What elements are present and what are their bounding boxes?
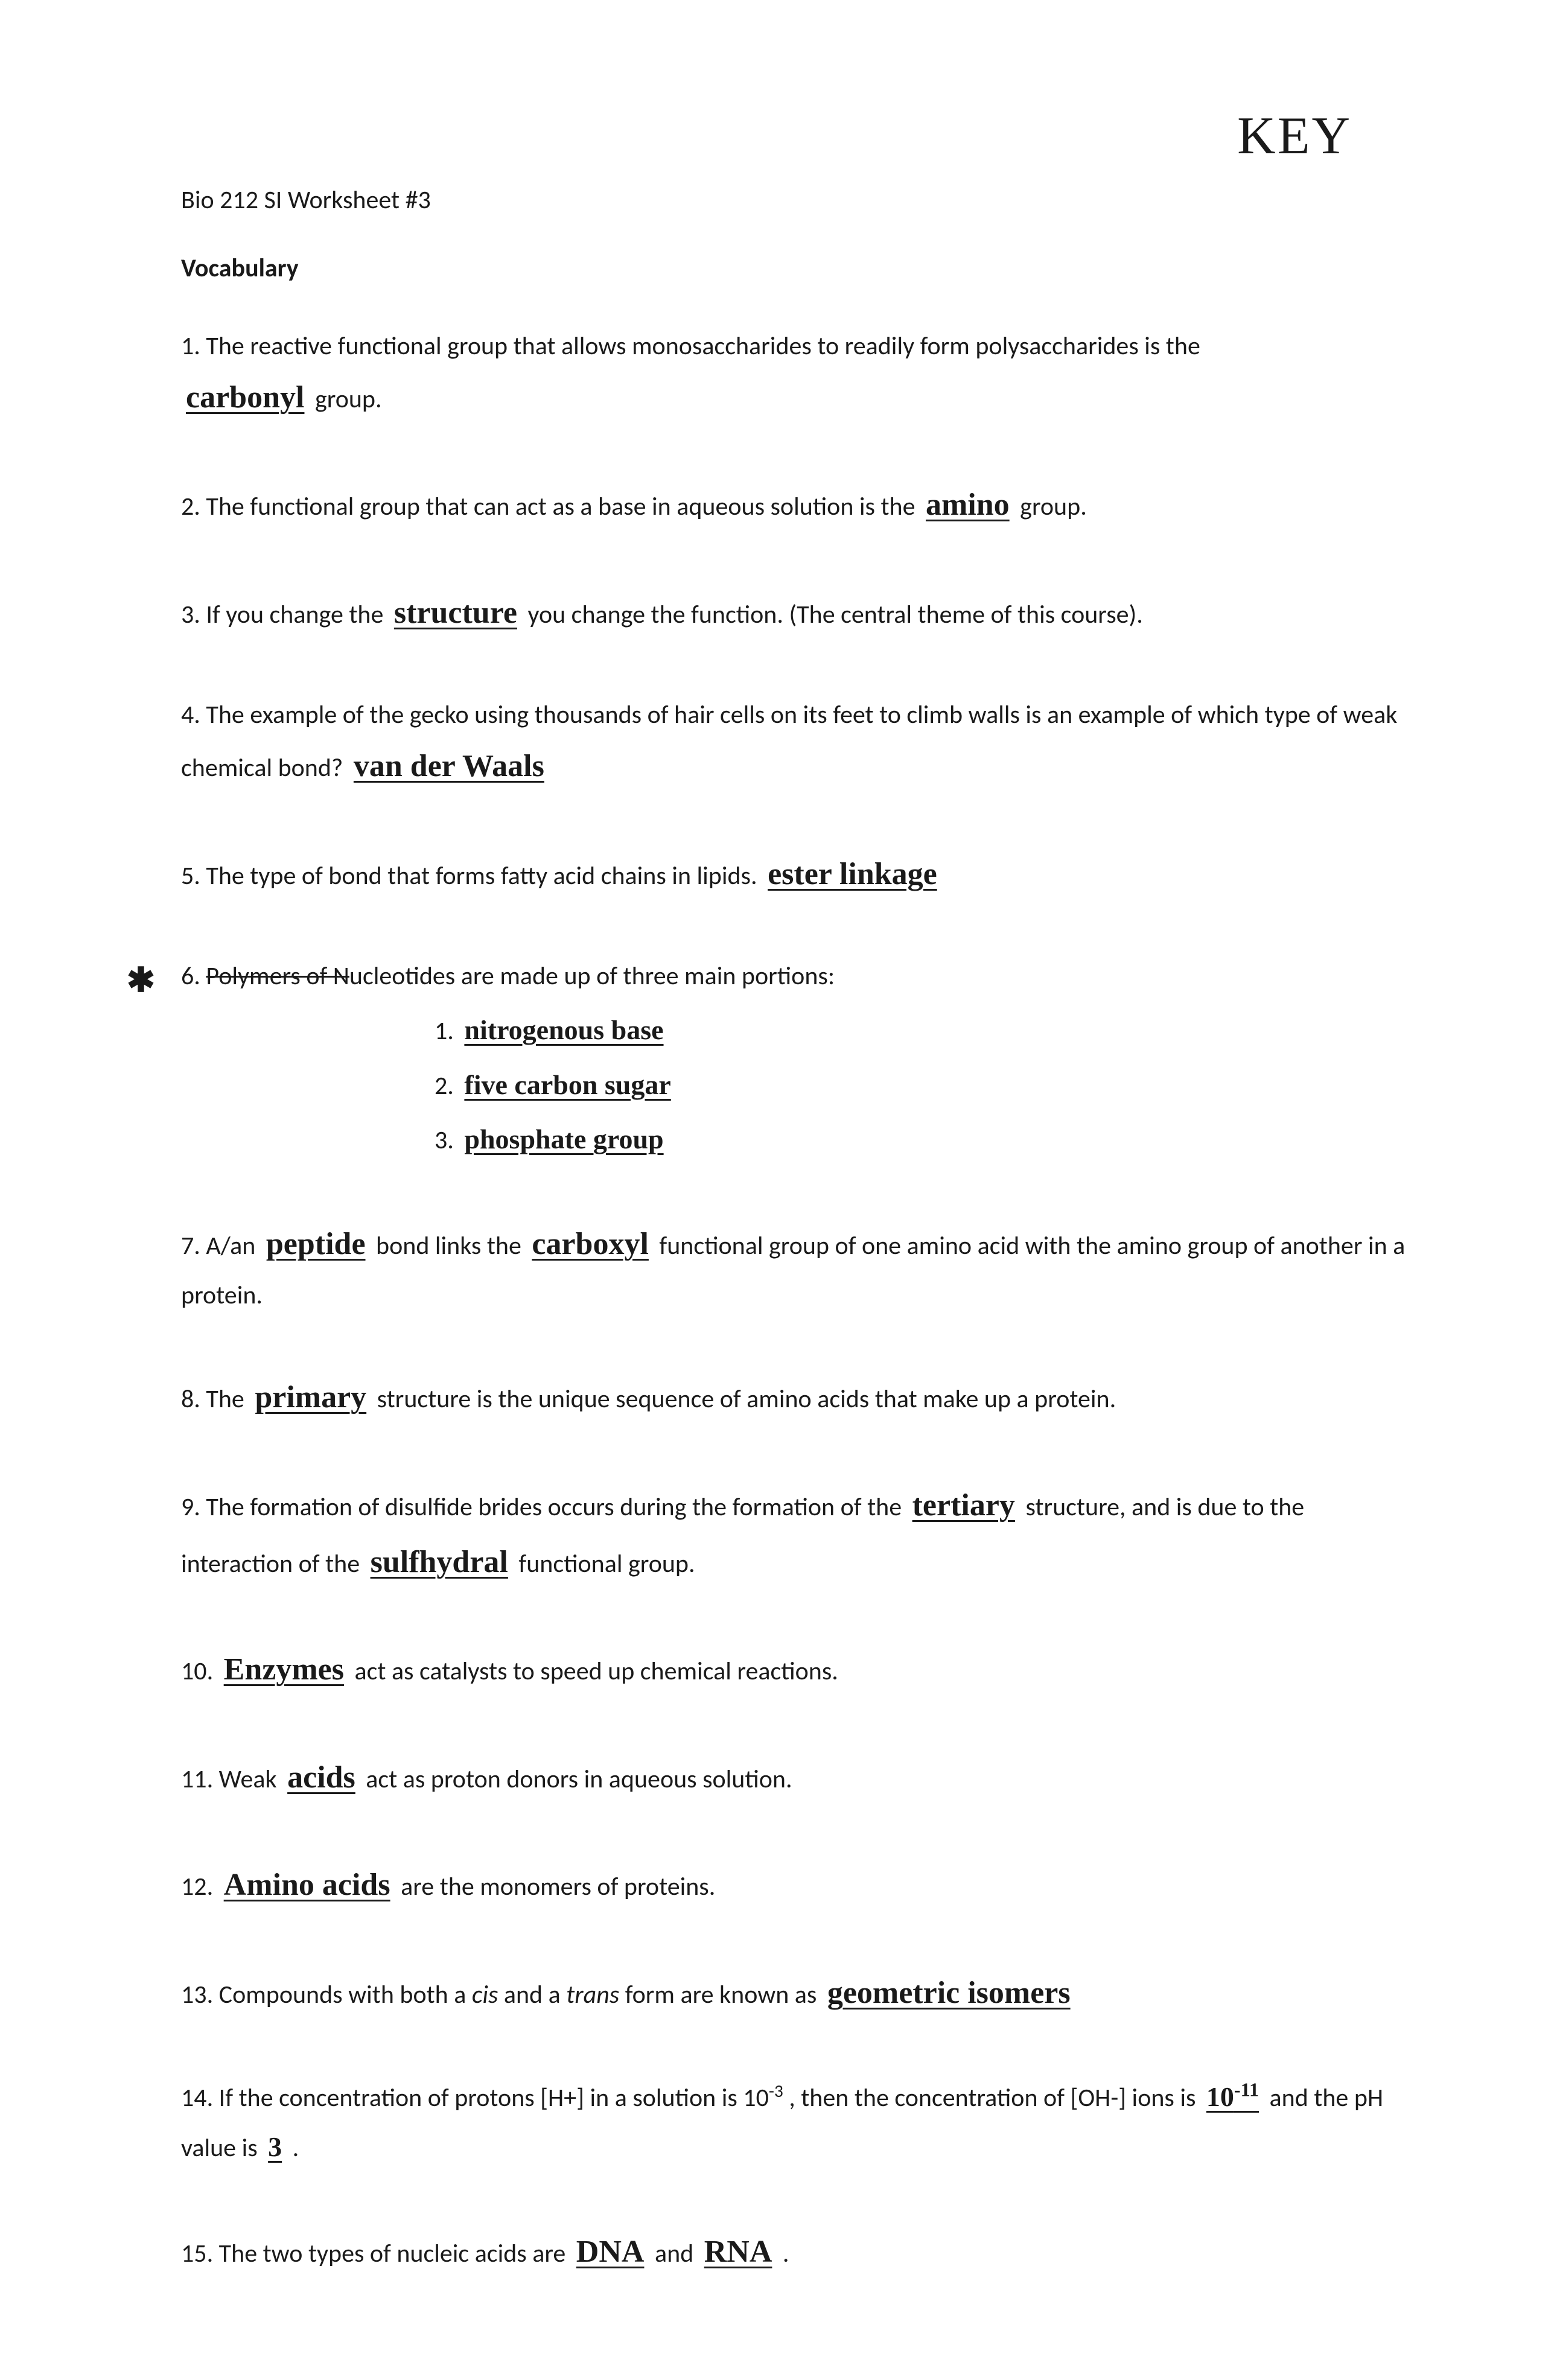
- question-15: 15. The two types of nucleic acids are D…: [181, 2224, 1412, 2280]
- q10-suffix: act as catalysts to speed up chemical re…: [355, 1656, 838, 1687]
- q14-mid1: , then the concentration of [OH-] ions i…: [789, 2082, 1202, 2113]
- q1-text: 1. The reactive functional group that al…: [181, 331, 1200, 361]
- q1-suffix: group.: [315, 384, 382, 415]
- q14-answer1: 10-11: [1202, 2081, 1264, 2112]
- worksheet-header: Bio 212 SI Worksheet #3: [181, 181, 1485, 219]
- question-5: 5. The type of bond that forms fatty aci…: [181, 846, 1412, 903]
- q6-sub3: 3. phosphate group: [435, 1115, 1412, 1165]
- q15-answer2: RNA: [699, 2224, 777, 2280]
- question-6: ✱ 6. Polymers of Nucleotides are made up…: [181, 953, 1412, 1165]
- q4-answer: van der Waals: [349, 738, 549, 795]
- q3-answer: structure: [389, 585, 522, 641]
- question-12: 12. Amino acids are the monomers of prot…: [181, 1857, 1412, 1914]
- q13-answer: geometric isomers: [823, 1965, 1075, 2022]
- q15-suffix: .: [783, 2238, 789, 2269]
- q11-answer: acids: [282, 1749, 360, 1806]
- q6-sub1-answer: nitrogenous base: [459, 1014, 668, 1045]
- q15-answer1: DNA: [572, 2224, 649, 2280]
- q11-suffix: act as proton donors in aqueous solution…: [366, 1764, 792, 1795]
- q9-prefix: 9. The formation of disulfide brides occ…: [181, 1492, 908, 1522]
- q6-sub1-num: 1.: [435, 1016, 459, 1046]
- q3-text: 3. If you change the: [181, 599, 389, 630]
- q14-suffix: .: [293, 2133, 299, 2163]
- q2-answer: amino: [921, 477, 1014, 533]
- q3-suffix: you change the function. (The central th…: [527, 599, 1142, 630]
- question-10: 10. Enzymes act as catalysts to speed up…: [181, 1641, 1412, 1698]
- q11-prefix: 11. Weak: [181, 1764, 282, 1795]
- q6-prefix: 6.: [181, 961, 206, 991]
- q6-sub3-answer: phosphate group: [459, 1124, 668, 1154]
- q7-prefix: 7. A/an: [181, 1230, 261, 1261]
- question-13: 13. Compounds with both a cis and a tran…: [181, 1965, 1412, 2022]
- q6-sub2-answer: five carbon sugar: [459, 1069, 675, 1100]
- q6-sub2: 2. five carbon sugar: [435, 1060, 1412, 1110]
- q6-sub3-num: 3.: [435, 1125, 459, 1156]
- q12-answer: Amino acids: [219, 1857, 395, 1914]
- question-11: 11. Weak acids act as proton donors in a…: [181, 1749, 1412, 1806]
- q1-answer: carbonyl: [181, 369, 309, 426]
- q9-answer2: sulfhydral: [366, 1534, 513, 1591]
- q15-mid: and: [655, 2238, 699, 2269]
- q12-suffix: are the monomers of proteins.: [401, 1871, 715, 1902]
- q6-text: ucleotides are made up of three main por…: [349, 961, 835, 991]
- question-7: 7. A/an peptide bond links the carboxyl …: [181, 1216, 1412, 1318]
- q6-sub2-num: 2.: [435, 1071, 459, 1101]
- q9-answer1: tertiary: [908, 1477, 1020, 1534]
- q13-prefix: 13. Compounds with both a: [181, 1979, 472, 2010]
- question-1: 1. The reactive functional group that al…: [181, 323, 1412, 425]
- q7-mid: bond links the: [376, 1230, 527, 1261]
- q6-sublist: 1. nitrogenous base 2. five carbon sugar…: [435, 1005, 1412, 1165]
- q13-cis: cis: [472, 1979, 498, 2010]
- q8-answer: primary: [250, 1369, 371, 1426]
- question-2: 2. The functional group that can act as …: [181, 477, 1412, 533]
- q13-mid2: form are known as: [625, 1979, 823, 2010]
- section-title: Vocabulary: [181, 249, 1485, 287]
- q6-sub1: 1. nitrogenous base: [435, 1005, 1412, 1055]
- q13-trans: trans: [566, 1979, 619, 2010]
- question-14: 14. If the concentration of protons [H+]…: [181, 2072, 1412, 2172]
- question-9: 9. The formation of disulfide brides occ…: [181, 1477, 1412, 1590]
- q2-text: 2. The functional group that can act as …: [181, 491, 921, 522]
- key-label: KEY: [1237, 97, 1352, 176]
- q14-exp1: -3: [769, 2080, 783, 2102]
- q14-answer2: 3: [263, 2131, 287, 2162]
- q10-prefix: 10.: [181, 1656, 219, 1687]
- question-4: 4. The example of the gecko using thousa…: [181, 692, 1412, 794]
- q13-mid1: and a: [504, 1979, 566, 2010]
- q8-prefix: 8. The: [181, 1384, 250, 1414]
- q5-text: 5. The type of bond that forms fatty aci…: [181, 861, 763, 891]
- q2-suffix: group.: [1020, 491, 1087, 522]
- q6-strikethrough: Polymers of N: [206, 961, 349, 991]
- q9-suffix: functional group.: [518, 1548, 695, 1579]
- q7-answer2: carboxyl: [527, 1216, 654, 1273]
- q12-prefix: 12.: [181, 1871, 219, 1902]
- question-8: 8. The primary structure is the unique s…: [181, 1369, 1412, 1426]
- q15-prefix: 15. The two types of nucleic acids are: [181, 2238, 572, 2269]
- q7-answer1: peptide: [261, 1216, 371, 1273]
- star-icon: ✱: [127, 950, 155, 1011]
- q8-suffix: structure is the unique sequence of amin…: [377, 1384, 1116, 1414]
- q10-answer: Enzymes: [219, 1641, 349, 1698]
- question-3: 3. If you change the structure you chang…: [181, 585, 1412, 641]
- q5-answer: ester linkage: [763, 846, 942, 903]
- q14-prefix: 14. If the concentration of protons [H+]…: [181, 2082, 769, 2113]
